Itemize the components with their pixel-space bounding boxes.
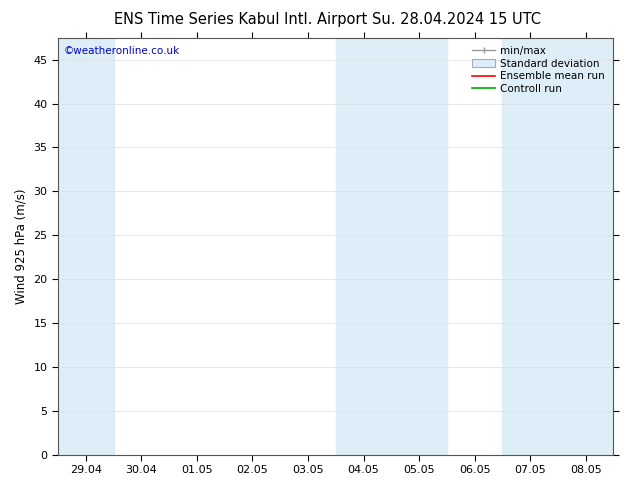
Text: ENS Time Series Kabul Intl. Airport: ENS Time Series Kabul Intl. Airport xyxy=(114,12,368,27)
Text: ©weatheronline.co.uk: ©weatheronline.co.uk xyxy=(63,46,180,56)
Bar xyxy=(58,38,113,455)
Legend: min/max, Standard deviation, Ensemble mean run, Controll run: min/max, Standard deviation, Ensemble me… xyxy=(469,43,608,97)
Bar xyxy=(336,38,447,455)
Bar xyxy=(502,38,614,455)
Y-axis label: Wind 925 hPa (m/s): Wind 925 hPa (m/s) xyxy=(15,188,28,304)
Text: Su. 28.04.2024 15 UTC: Su. 28.04.2024 15 UTC xyxy=(372,12,541,27)
